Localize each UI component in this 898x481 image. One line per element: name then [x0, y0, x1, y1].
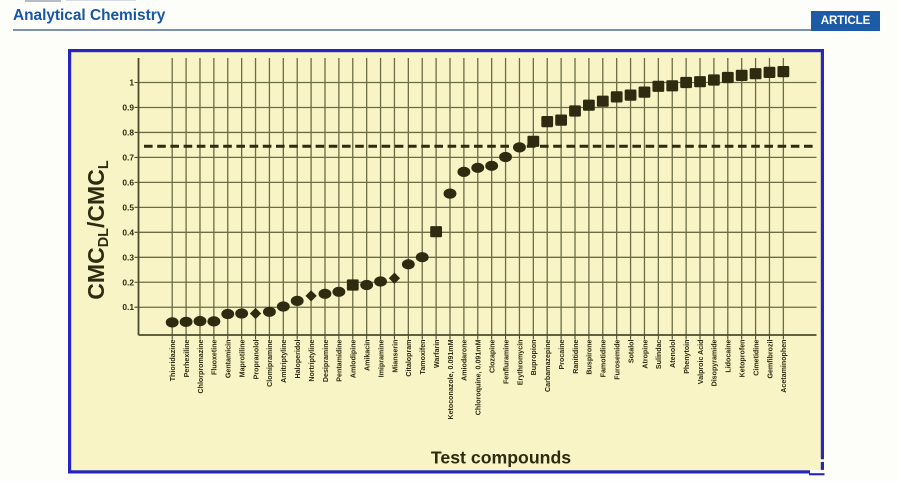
svg-text:Fluoxetine: Fluoxetine — [211, 339, 219, 375]
svg-text:0.5: 0.5 — [122, 202, 134, 212]
svg-text:Sulindac: Sulindac — [655, 339, 663, 369]
svg-text:Clozapine: Clozapine — [488, 339, 496, 373]
svg-text:Clomipramine: Clomipramine — [266, 339, 274, 386]
svg-text:0.4: 0.4 — [122, 227, 134, 237]
svg-text:Famotidine: Famotidine — [600, 339, 608, 377]
svg-text:Maprotiline: Maprotiline — [238, 339, 246, 377]
svg-text:Carbamazepine: Carbamazepine — [544, 339, 552, 391]
svg-text:Test compounds: Test compounds — [431, 448, 571, 468]
svg-text:Amikacin: Amikacin — [363, 340, 371, 372]
svg-text:Procaine: Procaine — [558, 339, 566, 369]
svg-text:Amiodarone: Amiodarone — [461, 339, 469, 380]
svg-text:Citalopram: Citalopram — [405, 340, 413, 377]
svg-text:Sotalol: Sotalol — [627, 339, 635, 363]
svg-text:Perhexiline: Perhexiline — [183, 339, 191, 377]
svg-text:Lidocaine: Lidocaine — [725, 339, 733, 372]
svg-text:0.9: 0.9 — [122, 102, 134, 112]
svg-text:1: 1 — [129, 78, 134, 88]
svg-text:Haloperidol: Haloperidol — [294, 339, 302, 378]
svg-text:Propranolol: Propranolol — [252, 339, 260, 379]
svg-text:0.3: 0.3 — [122, 252, 134, 262]
svg-text:Atropine: Atropine — [641, 339, 649, 368]
svg-text:Mianserin: Mianserin — [391, 340, 399, 373]
svg-text:Imipramine: Imipramine — [377, 339, 385, 377]
svg-text:Bupropion: Bupropion — [530, 340, 538, 376]
svg-text:Amitriptyline: Amitriptyline — [280, 339, 288, 382]
svg-text:Ranitidine: Ranitidine — [572, 339, 580, 373]
svg-text:0.6: 0.6 — [122, 177, 134, 187]
svg-text:Ketoprofen: Ketoprofen — [738, 340, 746, 378]
svg-text:Chloroquine, 0.091mM: Chloroquine, 0.091mM — [475, 339, 483, 415]
svg-text:0.8: 0.8 — [122, 127, 134, 137]
svg-text:0.2: 0.2 — [122, 277, 134, 287]
svg-text:Furosemide: Furosemide — [613, 339, 621, 379]
svg-text:Erythromycin: Erythromycin — [516, 340, 524, 386]
svg-text:Thioridazine: Thioridazine — [169, 339, 177, 381]
svg-text:0.7: 0.7 — [122, 152, 134, 162]
svg-text:CMCDL/CMCL: CMCDL/CMCL — [83, 160, 112, 300]
svg-text:Valproic Acid: Valproic Acid — [697, 340, 705, 385]
svg-text:Pentamidine: Pentamidine — [336, 339, 344, 381]
svg-text:Buspirone: Buspirone — [586, 339, 594, 374]
svg-text:Ketoconazole, 0.091mM: Ketoconazole, 0.091mM — [447, 339, 455, 419]
svg-text:Nortriptyline: Nortriptyline — [308, 339, 316, 381]
svg-text:0.1: 0.1 — [122, 302, 134, 312]
svg-text:Acetaminophen: Acetaminophen — [780, 340, 788, 393]
svg-text:Disopyramide: Disopyramide — [711, 339, 719, 386]
svg-text:Tamoxifen: Tamoxifen — [419, 340, 427, 375]
svg-text:Fenfluramine: Fenfluramine — [502, 339, 510, 384]
svg-text:Gentamicin: Gentamicin — [225, 340, 233, 379]
svg-text:Atenolol: Atenolol — [669, 339, 677, 367]
svg-text:Warfarin: Warfarin — [433, 340, 441, 369]
svg-text:Cimetidine: Cimetidine — [752, 339, 760, 375]
svg-text:Desipramine: Desipramine — [322, 339, 330, 382]
svg-text:Gemfibrozil: Gemfibrozil — [766, 339, 774, 378]
svg-text:Phenytoin: Phenytoin — [683, 340, 691, 374]
svg-text:Chlorpromazine: Chlorpromazine — [197, 339, 205, 393]
svg-text:Amlodipine: Amlodipine — [350, 339, 358, 378]
